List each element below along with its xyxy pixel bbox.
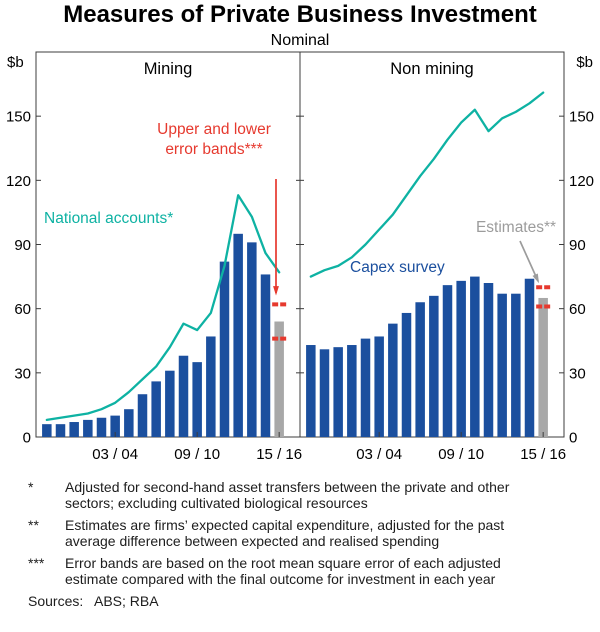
panel-title-mining: Mining bbox=[143, 60, 193, 78]
sources-label: Sources: bbox=[28, 593, 84, 609]
footnote-1-marker: * bbox=[28, 479, 34, 495]
footnote-1: * Adjusted for second-hand asset transfe… bbox=[28, 479, 588, 511]
footnotes: * Adjusted for second-hand asset transfe… bbox=[28, 479, 588, 615]
y-tick-label-left: 0 bbox=[23, 430, 31, 447]
x-tick-label: 03 / 04 bbox=[92, 446, 138, 463]
sources-line: Sources: ABS; RBA bbox=[28, 593, 588, 609]
capex-bar bbox=[151, 381, 161, 437]
capex-bar bbox=[260, 274, 271, 437]
y-tick-label-right: 120 bbox=[569, 173, 594, 190]
panel-non-mining: 03 / 04 09 / 10 15 / 16 bbox=[306, 91, 566, 463]
national-accounts-line bbox=[309, 91, 545, 278]
capex-bar bbox=[219, 261, 230, 437]
footnote-3: *** Error bands are based on the root me… bbox=[28, 555, 588, 587]
capex-bar bbox=[333, 347, 343, 437]
capex-bar bbox=[524, 278, 535, 437]
capex-bar bbox=[511, 293, 521, 437]
error-bands-label: Upper and lower error bands*** bbox=[157, 121, 271, 158]
capex-bar bbox=[497, 293, 507, 437]
x-tick-label: 09 / 10 bbox=[438, 446, 484, 463]
capex-bar bbox=[42, 424, 52, 437]
x-tick-label: 15 / 16 bbox=[256, 446, 302, 463]
panel-mining: 03 / 04 09 / 10 15 / 16 bbox=[42, 194, 302, 463]
capex-bar bbox=[165, 370, 175, 437]
y-tick-label-right: 90 bbox=[569, 237, 586, 254]
y-axis-unit-right: $b bbox=[576, 54, 593, 71]
capex-survey-label: Capex survey bbox=[350, 259, 445, 276]
capex-bar bbox=[55, 424, 66, 437]
footnote-3-marker: *** bbox=[28, 555, 45, 571]
estimates-label: Estimates** bbox=[475, 219, 557, 236]
chart-subtitle: Nominal bbox=[270, 32, 330, 49]
capex-bar bbox=[124, 409, 134, 437]
y-tick-label-right: 60 bbox=[569, 301, 586, 318]
capex-bar bbox=[319, 349, 330, 437]
capex-bar bbox=[192, 362, 202, 437]
capex-bar bbox=[347, 345, 357, 437]
footnote-3-text: Error bands are based on the root mean s… bbox=[65, 555, 501, 587]
estimate-bar bbox=[274, 321, 284, 437]
y-axis-unit-left: $b bbox=[7, 54, 24, 71]
capex-bar bbox=[83, 419, 93, 437]
footnote-1-text: Adjusted for second-hand asset transfers… bbox=[65, 479, 510, 511]
capex-bar bbox=[401, 312, 412, 437]
y-tick-label-left: 60 bbox=[14, 301, 31, 318]
capex-bar bbox=[388, 323, 398, 437]
y-tick-label-right: 30 bbox=[569, 365, 586, 382]
capex-bar bbox=[415, 302, 425, 437]
capex-bar bbox=[429, 295, 439, 437]
y-tick-label-left: 30 bbox=[14, 365, 31, 382]
capex-bar bbox=[306, 345, 316, 437]
footnote-2-marker: ** bbox=[28, 517, 39, 533]
sources-value: ABS; RBA bbox=[94, 593, 159, 609]
capex-bar bbox=[96, 417, 107, 437]
capex-bar bbox=[470, 276, 480, 437]
national-accounts-line bbox=[45, 194, 281, 422]
estimate-bar bbox=[538, 297, 548, 437]
footnote-2-text: Estimates are firms’ expected capital ex… bbox=[65, 517, 505, 549]
y-tick-label-left: 120 bbox=[6, 173, 31, 190]
capex-bar bbox=[374, 336, 384, 437]
capex-bar bbox=[69, 422, 79, 437]
capex-bar bbox=[178, 355, 189, 437]
capex-bar bbox=[137, 394, 148, 437]
x-tick-label: 15 / 16 bbox=[520, 446, 566, 463]
y-tick-label-right: 150 bbox=[569, 109, 594, 126]
capex-bar bbox=[110, 415, 120, 437]
capex-bar bbox=[442, 285, 453, 437]
y-tick-label-right: 0 bbox=[569, 430, 577, 447]
capex-bar bbox=[483, 283, 494, 437]
footnote-2: ** Estimates are firms’ expected capital… bbox=[28, 517, 588, 549]
capex-bar bbox=[360, 338, 371, 437]
x-tick-label: 09 / 10 bbox=[174, 446, 220, 463]
capex-bar bbox=[247, 242, 257, 437]
y-tick-label-left: 90 bbox=[14, 237, 31, 254]
panel-title-non-mining: Non mining bbox=[390, 60, 474, 78]
capex-bar bbox=[233, 233, 243, 437]
estimates-arrow bbox=[519, 240, 539, 282]
national-accounts-label: National accounts* bbox=[44, 210, 174, 227]
capex-bar bbox=[456, 280, 466, 437]
chart-title: Measures of Private Business Investment bbox=[63, 1, 537, 28]
capex-bar bbox=[206, 336, 216, 437]
y-tick-label-left: 150 bbox=[6, 109, 31, 126]
error-bands-arrow-head bbox=[273, 286, 279, 296]
x-tick-label: 03 / 04 bbox=[356, 446, 402, 463]
estimates-arrow-head bbox=[532, 273, 540, 284]
